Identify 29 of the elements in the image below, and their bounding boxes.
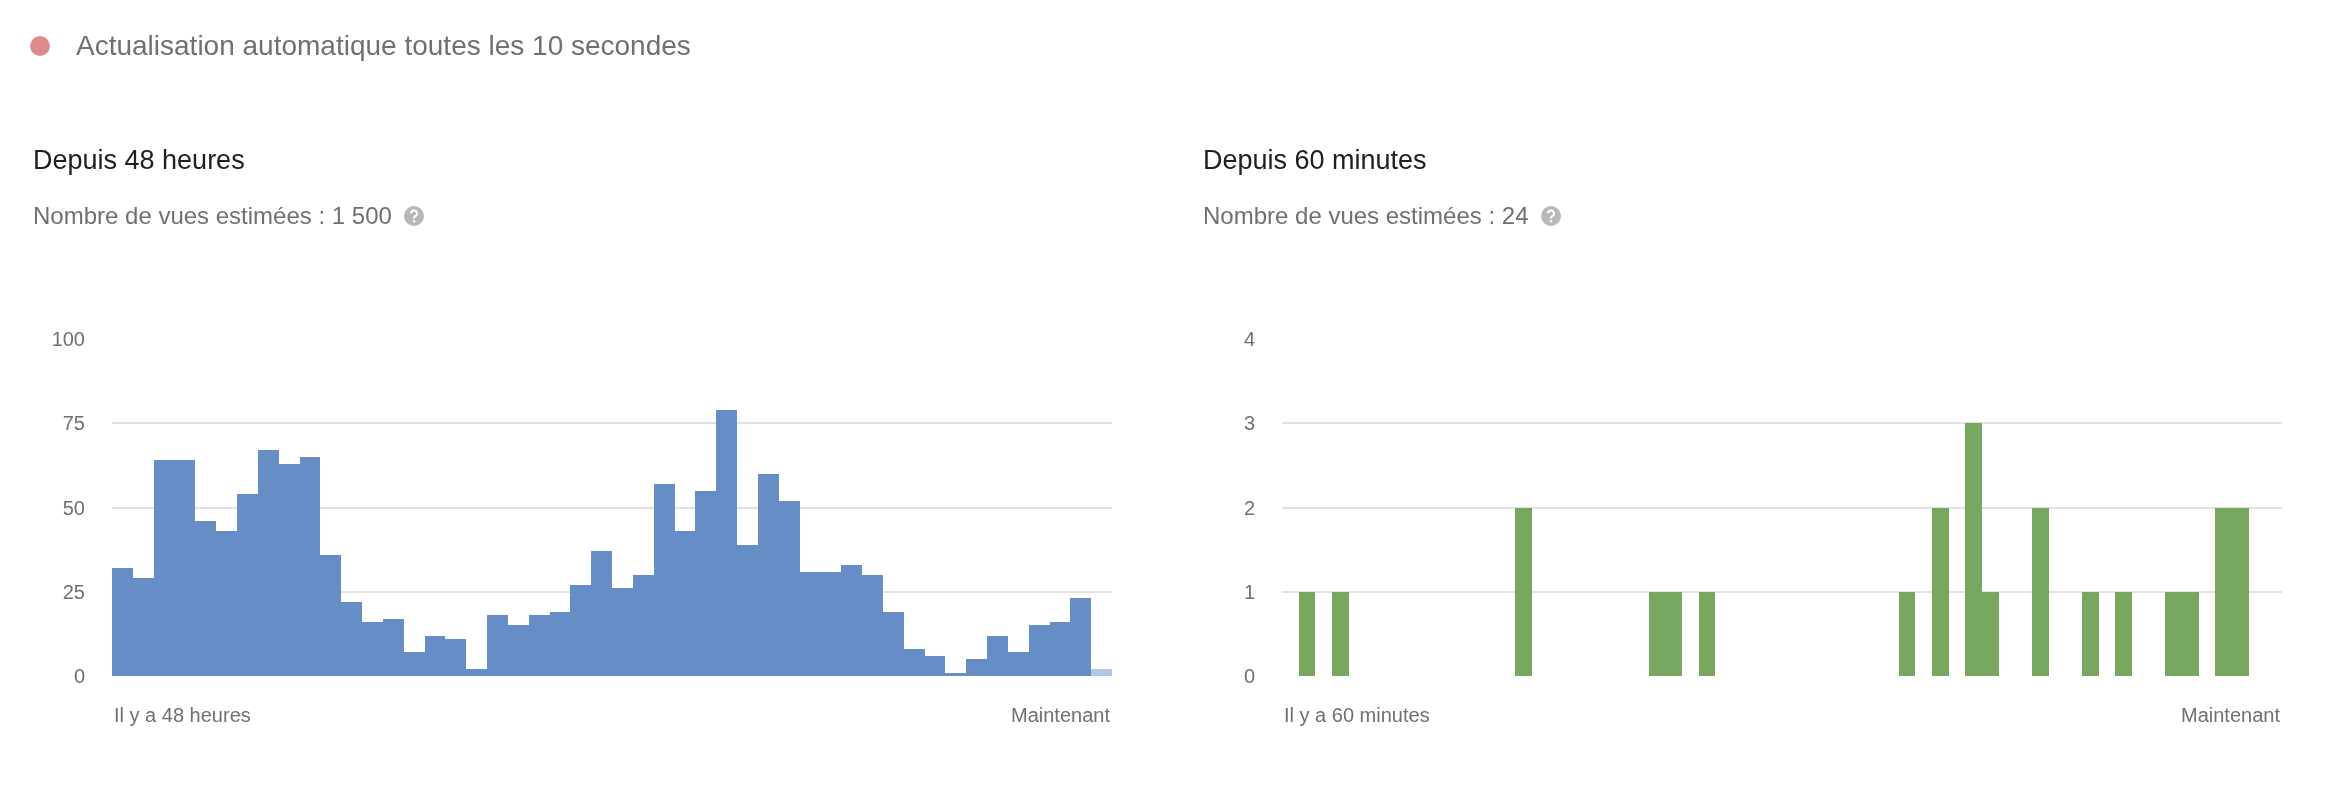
chart-subtitle: Nombre de vues estimées : 24 bbox=[1203, 202, 1529, 230]
y-tick-label: 3 bbox=[1243, 412, 1255, 435]
bar bbox=[1332, 591, 1349, 676]
text: Actualisation automatique toutes les 10 secondes bbox=[76, 30, 691, 62]
bar bbox=[1932, 507, 1949, 676]
y-tick-label: 100 bbox=[51, 328, 85, 350]
y-tick-label: 50 bbox=[62, 496, 85, 519]
text: Il y a 48 heures bbox=[114, 704, 251, 726]
text: Maintenant bbox=[2181, 704, 2281, 726]
bar bbox=[1698, 591, 1716, 676]
y-tick-label: 25 bbox=[62, 580, 85, 603]
bar bbox=[1298, 591, 1316, 676]
chart-title: Depuis 60 minutes bbox=[1203, 144, 1428, 177]
bar bbox=[1091, 669, 1112, 676]
bar bbox=[1515, 507, 1532, 676]
text: Il y a 60 minutes bbox=[1284, 704, 1430, 726]
text: Maintenant bbox=[1011, 704, 1111, 726]
y-tick-label: 75 bbox=[62, 412, 85, 435]
y-tick-label: 1 bbox=[1243, 580, 1255, 603]
y-tick-label: 2 bbox=[1243, 496, 1255, 519]
chart-subtitle: Nombre de vues estimées : 1 500 bbox=[33, 202, 392, 230]
y-tick-label: 0 bbox=[73, 665, 85, 687]
bar bbox=[2082, 591, 2099, 676]
bar bbox=[2115, 591, 2132, 676]
y-tick-label: 4 bbox=[1243, 328, 1255, 350]
chart-title: Depuis 48 heures bbox=[33, 144, 246, 177]
bar bbox=[2032, 507, 2049, 676]
bar bbox=[1898, 591, 1916, 676]
y-tick-label: 0 bbox=[1243, 665, 1255, 687]
